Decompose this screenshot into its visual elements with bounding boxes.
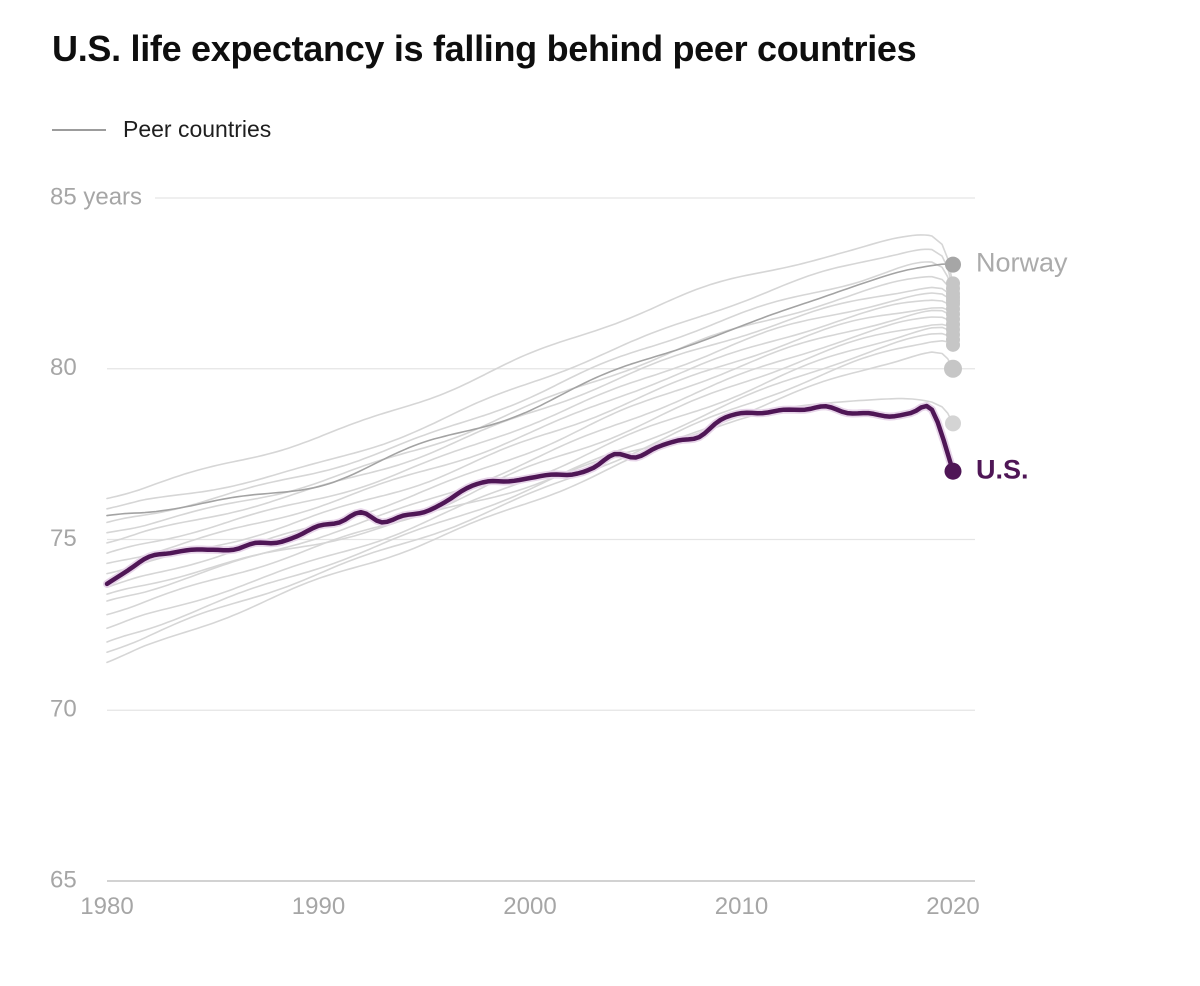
peer-16-line: [106, 397, 954, 595]
x-tick-label: 2010: [715, 893, 768, 920]
peer-05-line: [106, 286, 954, 544]
peer-02-line: [106, 248, 954, 510]
peer-14-end-dot: [946, 337, 960, 352]
x-tick-label: 2000: [503, 893, 556, 920]
x-tick-label: 2020: [926, 893, 979, 920]
legend: Peer countries: [52, 116, 271, 143]
y-tick-label: 80: [50, 354, 77, 381]
peer-16-end-dot: [945, 415, 961, 432]
peer-03-line: [106, 261, 954, 524]
peer-11-line: [106, 323, 954, 616]
peer-14-line: [106, 340, 954, 653]
us-line: [104, 403, 956, 587]
x-tick-label: 1980: [80, 893, 133, 920]
peer-10-line: [106, 316, 954, 602]
peer-13-line: [106, 332, 954, 643]
peer-04-line: [106, 275, 954, 534]
peer-countries-line-swatch-icon: [52, 128, 106, 131]
us-series-label: U.S.: [976, 454, 1029, 484]
legend-label: Peer countries: [123, 116, 272, 142]
peer-07-line: [106, 299, 954, 565]
y-tick-label: 75: [50, 525, 77, 552]
norway-line: [106, 263, 954, 517]
x-tick-label: 1990: [292, 893, 345, 920]
y-tick-label: 70: [50, 696, 77, 723]
peer-08-line: [106, 307, 954, 575]
y-tick-label: 65: [50, 866, 77, 893]
peer-15-line: [106, 351, 954, 664]
norway-series-label: Norway: [976, 248, 1068, 278]
y-tick-label: 85 years: [50, 183, 142, 210]
peer-01-line: [106, 234, 954, 500]
peer-06-line: [106, 292, 954, 554]
chart-title: U.S. life expectancy is falling behind p…: [52, 28, 917, 69]
peer-15-end-dot: [944, 359, 962, 378]
Norway-end-dot: [945, 256, 961, 273]
U.S.-end-dot: [944, 462, 962, 480]
